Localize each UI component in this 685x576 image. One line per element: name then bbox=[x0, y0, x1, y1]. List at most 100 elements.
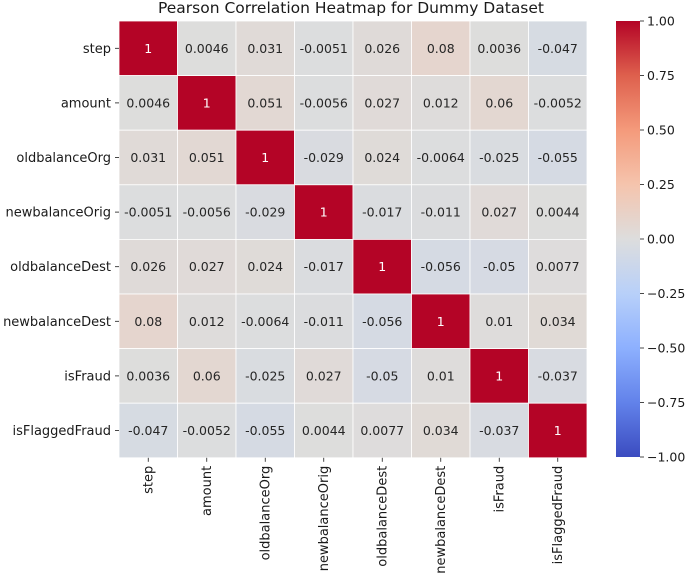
heatmap-cell bbox=[177, 129, 237, 186]
cell-value-label: 0.027 bbox=[364, 95, 400, 110]
y-tick-label: step bbox=[83, 42, 111, 57]
cell-value-label: 0.06 bbox=[485, 95, 513, 110]
cell-value-label: -0.055 bbox=[245, 423, 285, 438]
heatmap-cell bbox=[411, 75, 471, 131]
cell-value-label: 0.026 bbox=[364, 41, 400, 56]
cell-value-label: -0.0064 bbox=[417, 150, 465, 165]
y-tick-label: oldbalanceDest bbox=[10, 260, 111, 275]
cell-value-label: 0.027 bbox=[306, 368, 342, 383]
cell-value-label: 0.012 bbox=[189, 314, 225, 329]
cell-value-label: 0.031 bbox=[130, 150, 166, 165]
colorbar-tick-label: −0.25 bbox=[647, 286, 685, 301]
colorbar: 1.00 0.75 0.50 0.25 0.00 −0.25 −0.50 −0.75 −1.00 bbox=[616, 14, 685, 465]
heatmap-cell bbox=[235, 20, 295, 76]
y-tick-label: oldbalanceOrg bbox=[16, 151, 111, 166]
cell-value-label: -0.056 bbox=[421, 259, 461, 274]
x-tick-label: newbalanceDest bbox=[434, 466, 449, 574]
colorbar-tick-label: 1.00 bbox=[647, 14, 675, 29]
heatmap-cell bbox=[469, 129, 529, 186]
cell-value-label: 0.0044 bbox=[536, 205, 580, 220]
heatmap-cell bbox=[411, 238, 471, 295]
cell-value-label: 0.024 bbox=[364, 150, 400, 165]
cell-value-label: 0.0036 bbox=[477, 41, 521, 56]
heatmap-cell bbox=[177, 20, 237, 76]
cell-value-label: 0.027 bbox=[481, 205, 517, 220]
cell-value-label: -0.025 bbox=[245, 368, 285, 383]
cell-annotations: 1 0.0046 0.031 -0.0051 0.026 0.08 0.0036 -0.047… bbox=[124, 41, 582, 438]
cell-value-label: 0.01 bbox=[485, 314, 513, 329]
cell-value-label: -0.047 bbox=[128, 423, 168, 438]
cell-value-label: 0.031 bbox=[247, 41, 283, 56]
x-tick-label: amount bbox=[200, 466, 215, 516]
cell-value-label: 0.012 bbox=[423, 95, 459, 110]
cell-value-label: -0.037 bbox=[479, 423, 519, 438]
cell-value-label: -0.017 bbox=[362, 205, 402, 220]
y-tick-label: newbalanceOrig bbox=[6, 206, 112, 221]
cell-value-label: 1 bbox=[437, 314, 445, 329]
heatmap-cell bbox=[469, 293, 529, 349]
cell-value-label: 0.034 bbox=[423, 423, 459, 438]
cell-value-label: 0.026 bbox=[130, 259, 166, 274]
x-tick-label: oldbalanceDest bbox=[376, 466, 391, 567]
cell-value-label: -0.017 bbox=[304, 259, 344, 274]
heatmap-cell bbox=[352, 129, 412, 186]
cell-value-label: 0.06 bbox=[193, 368, 221, 383]
cell-value-label: 1 bbox=[261, 150, 269, 165]
heatmap-cell bbox=[528, 238, 588, 295]
cell-value-label: 0.0046 bbox=[185, 41, 229, 56]
cell-value-label: -0.0052 bbox=[534, 95, 582, 110]
cell-value-label: 1 bbox=[378, 259, 386, 274]
cell-value-label: 0.0044 bbox=[302, 423, 346, 438]
heatmap-cell bbox=[528, 75, 588, 131]
heatmap-cell bbox=[235, 348, 295, 404]
cell-value-label: 0.034 bbox=[540, 314, 576, 329]
cell-value-label: -0.0051 bbox=[300, 41, 348, 56]
cell-value-label: -0.05 bbox=[366, 368, 398, 383]
heatmap-cell bbox=[235, 129, 295, 186]
cell-value-label: 0.024 bbox=[247, 259, 283, 274]
colorbar-tick-label: −0.50 bbox=[647, 341, 685, 356]
heatmap-cell bbox=[411, 129, 471, 186]
cell-value-label: -0.0064 bbox=[241, 314, 289, 329]
colorbar-gradient bbox=[616, 21, 640, 457]
heatmap-cell bbox=[294, 75, 354, 131]
colorbar-tick-label: −1.00 bbox=[647, 450, 685, 465]
cell-value-label: -0.011 bbox=[421, 205, 461, 220]
heatmap-cells bbox=[118, 20, 588, 459]
heatmap-cell bbox=[528, 293, 588, 349]
y-tick-label: isFlaggedFraud bbox=[12, 424, 111, 439]
cell-value-label: 0.0036 bbox=[126, 368, 170, 383]
cell-value-label: -0.0051 bbox=[124, 205, 172, 220]
cell-value-label: -0.025 bbox=[479, 150, 519, 165]
heatmap-cell bbox=[118, 348, 178, 404]
colorbar-tick-label: −0.75 bbox=[647, 395, 685, 410]
cell-value-label: -0.05 bbox=[483, 259, 515, 274]
heatmap-cell bbox=[469, 238, 529, 295]
y-tick-label: amount bbox=[61, 96, 111, 111]
cell-value-label: 0.051 bbox=[189, 150, 225, 165]
heatmap-cell bbox=[411, 20, 471, 76]
heatmap-cell bbox=[294, 20, 354, 76]
x-tick-label: isFraud bbox=[493, 466, 508, 513]
cell-value-label: 1 bbox=[320, 205, 328, 220]
cell-value-label: 1 bbox=[495, 368, 503, 383]
heatmap-cell bbox=[352, 348, 412, 404]
heatmap-cell bbox=[294, 129, 354, 186]
heatmap-cell bbox=[294, 184, 354, 240]
chart-title: Pearson Correlation Heatmap for Dummy Da… bbox=[158, 0, 544, 17]
cell-value-label: -0.011 bbox=[304, 314, 344, 329]
cell-value-label: -0.037 bbox=[538, 368, 578, 383]
y-tick-label: newbalanceDest bbox=[3, 315, 111, 330]
cell-value-label: -0.047 bbox=[538, 41, 578, 56]
colorbar-tick-label: 0.75 bbox=[647, 68, 675, 83]
cell-value-label: 0.051 bbox=[247, 95, 283, 110]
cell-value-label: 0.01 bbox=[427, 368, 455, 383]
heatmap-cell bbox=[235, 293, 295, 349]
cell-value-label: 0.0077 bbox=[360, 423, 404, 438]
y-tick-label: isFraud bbox=[64, 369, 111, 384]
colorbar-tick-label: 0.50 bbox=[647, 123, 675, 138]
cell-value-label: 1 bbox=[554, 423, 562, 438]
x-tick-label: oldbalanceOrg bbox=[259, 466, 274, 561]
heatmap-cell bbox=[235, 238, 295, 295]
heatmap-cell bbox=[352, 238, 412, 295]
